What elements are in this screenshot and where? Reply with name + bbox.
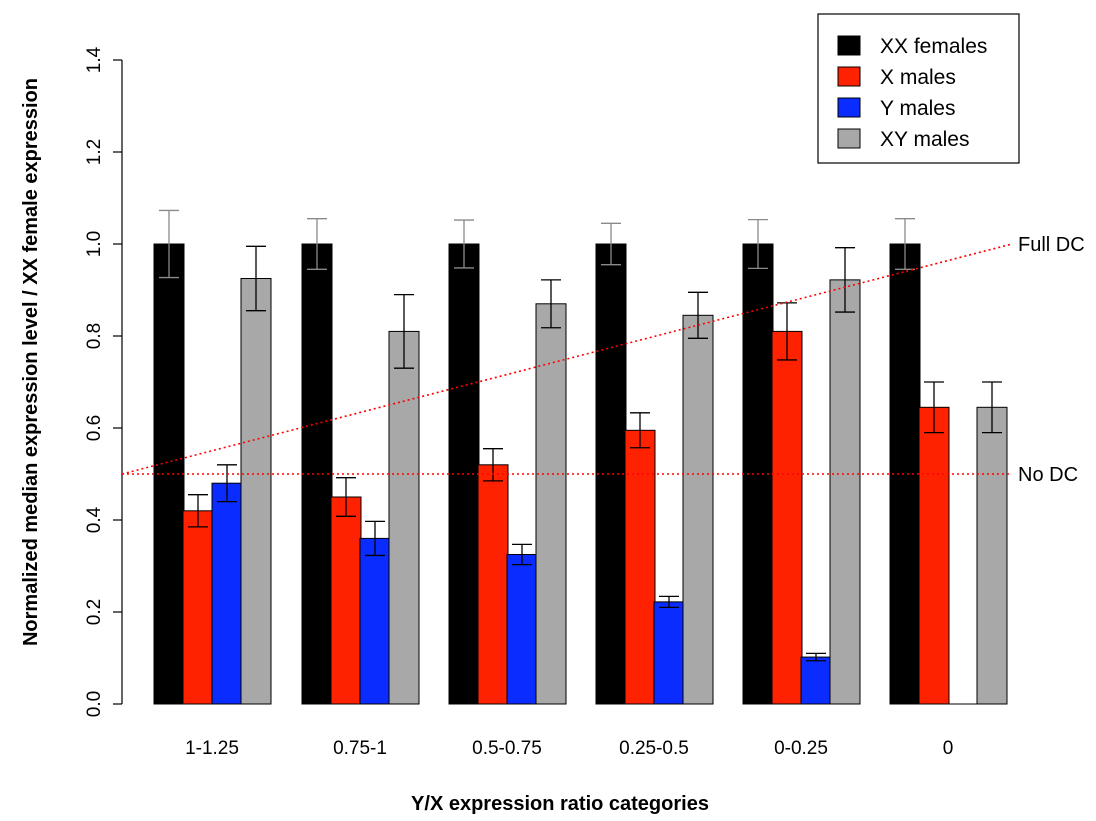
x-tick-label: 0.25-0.5 — [619, 738, 689, 759]
x-tick-label: 0 — [943, 738, 954, 759]
legend-label: XX females — [880, 35, 987, 58]
bar — [330, 496, 362, 705]
bar — [240, 278, 272, 705]
bar — [535, 303, 567, 705]
y-tick-label: 0.8 — [84, 323, 105, 349]
bars-layer — [153, 243, 1008, 705]
bar — [918, 406, 950, 705]
bar — [595, 243, 627, 705]
legend-label: Y males — [880, 97, 955, 120]
reference-lines-layer: Full DC No DC — [121, 234, 1085, 486]
x-tick-label: 0.75-1 — [333, 738, 387, 759]
x-tick-label: 0-0.25 — [774, 738, 828, 759]
y-tick-label: 1.4 — [84, 46, 105, 73]
x-tick-label: 0.5-0.75 — [472, 738, 542, 759]
reference-line — [121, 243, 1013, 475]
bar — [477, 464, 509, 705]
errorbars-layer — [159, 209, 1002, 662]
x-tick-label: 1-1.25 — [185, 738, 239, 759]
bar — [359, 537, 391, 705]
y-axis-label: Normalized median expression level / XX … — [20, 78, 42, 646]
y-tick-label: 0.2 — [84, 599, 105, 625]
legend: XX females X males Y males XY males — [817, 13, 1020, 164]
legend-label: XY males — [880, 128, 970, 151]
bar — [771, 330, 803, 705]
bar — [653, 601, 685, 705]
y-tick-label: 1.0 — [84, 231, 105, 257]
legend-label: X males — [880, 66, 956, 89]
legend-swatch — [837, 66, 861, 87]
bar — [624, 429, 656, 705]
bar — [211, 482, 243, 705]
bar — [182, 510, 214, 705]
bar — [800, 656, 832, 705]
bar — [976, 406, 1008, 705]
legend-swatch — [837, 97, 861, 118]
axes: 0.0 0.2 0.4 0.6 0.8 1.0 1.2 1.4 1-1.25 0.75-1 0.5-… — [84, 46, 953, 759]
reference-line-label: Full DC — [1018, 234, 1085, 256]
y-tick-label: 1.2 — [84, 139, 105, 165]
x-axis-label: Y/X expression ratio categories — [411, 793, 709, 815]
legend-swatch — [837, 128, 861, 149]
y-tick-label: 0.0 — [84, 691, 105, 717]
bar — [829, 279, 861, 705]
bar — [682, 314, 714, 705]
y-tick-label: 0.4 — [84, 506, 105, 533]
bar — [889, 243, 921, 705]
y-tick-label: 0.6 — [84, 415, 105, 441]
reference-line-label: No DC — [1018, 464, 1078, 486]
bar — [388, 330, 420, 705]
legend-swatch — [837, 35, 861, 56]
bar — [506, 554, 538, 705]
